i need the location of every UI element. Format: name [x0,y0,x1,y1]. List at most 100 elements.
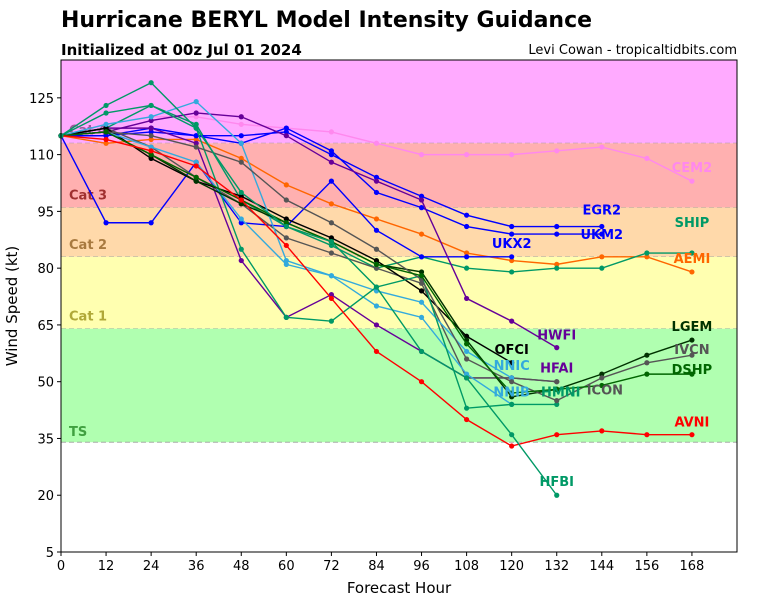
series-label-hfai: HFAI [540,362,573,377]
data-point [373,216,380,222]
y-tick-label: 80 [37,262,54,277]
data-point [148,148,154,154]
data-point [103,136,109,143]
data-point [238,193,244,199]
data-point [554,261,560,267]
data-point [328,235,334,241]
y-tick-label: 20 [37,489,54,504]
data-point [554,231,560,237]
series-line [60,112,558,349]
data-point [599,265,605,271]
data-point [373,246,380,252]
data-point [689,178,695,184]
data-point [464,375,470,381]
data-point [238,201,244,207]
data-point [193,159,199,165]
data-point [418,273,425,279]
data-point [464,254,470,260]
data-point [418,348,425,355]
data-point [418,288,425,294]
x-tick-label: 168 [680,559,705,574]
data-point [554,492,560,498]
data-point [193,121,199,127]
series-label-hwfi: HWFI [537,329,576,344]
data-point [644,250,650,256]
data-point [373,265,380,271]
data-point [509,432,515,438]
data-point [283,223,289,230]
data-point [373,174,380,180]
series-label-lgem: LGEM [672,320,713,335]
data-point [599,382,605,389]
data-point [238,216,244,222]
x-tick-label: 144 [589,559,614,574]
band-label: Cat 2 [69,238,107,253]
data-point [373,348,380,355]
data-point [644,360,650,366]
series-labels: CEM2 AEMI SHIP EGR2 UKM2 UKX2 HWFI HFAI ICON OFCI… [492,161,713,490]
series-lines [58,80,695,498]
band-label: Cat 3 [69,189,107,204]
data-point [283,235,289,241]
series-label-dshp: DSHP [672,363,713,378]
data-point [554,148,560,154]
x-axis-title: Forecast Hour [347,579,452,597]
data-point [464,348,470,355]
data-point [283,133,289,139]
x-tick-label: 48 [233,559,250,574]
data-point [148,125,154,131]
data-point [554,386,560,392]
data-point [599,223,605,230]
band-1 [61,143,737,208]
data-point [328,201,334,207]
data-point [464,212,470,218]
data-point [373,227,380,233]
x-tick-label: 156 [634,559,659,574]
data-point [599,428,605,434]
data-point [283,261,289,267]
x-tick-label: 108 [454,559,479,574]
data-point [148,144,154,150]
data-point [283,242,289,249]
x-tick-label: 24 [143,559,160,574]
plot-frame [60,59,738,553]
y-tick-label: 35 [37,432,54,447]
x-tick-label: 0 [57,559,65,574]
data-point [328,242,334,249]
data-point [509,231,515,237]
data-point [464,250,470,256]
data-point [418,314,425,320]
data-point [283,197,289,203]
data-point [238,189,244,196]
data-point [328,239,334,245]
data-point [644,371,650,377]
data-point [283,182,289,188]
series-label-aemi: AEMI [674,252,711,267]
data-point [238,246,244,252]
data-point [193,144,199,150]
data-point [464,295,470,302]
data-point [418,205,425,211]
data-point [328,148,334,154]
data-point [554,223,560,230]
series-label-hmni: HMNI [541,385,581,400]
data-point [193,178,199,184]
data-point [238,257,244,264]
data-point [283,125,289,131]
data-point [689,337,695,343]
data-point [644,155,650,161]
data-point [599,231,605,237]
series-label-nnib: NNIB [493,385,530,400]
y-tick-label: 110 [29,149,54,164]
band-0 [61,60,737,144]
data-point [103,140,109,146]
data-point [464,265,470,271]
data-point [193,125,199,131]
data-point [103,125,109,131]
data-point [644,254,650,260]
data-point [148,220,154,226]
data-point [464,223,470,230]
data-point [148,102,154,109]
data-point [554,345,560,351]
x-tick-label: 120 [499,559,524,574]
